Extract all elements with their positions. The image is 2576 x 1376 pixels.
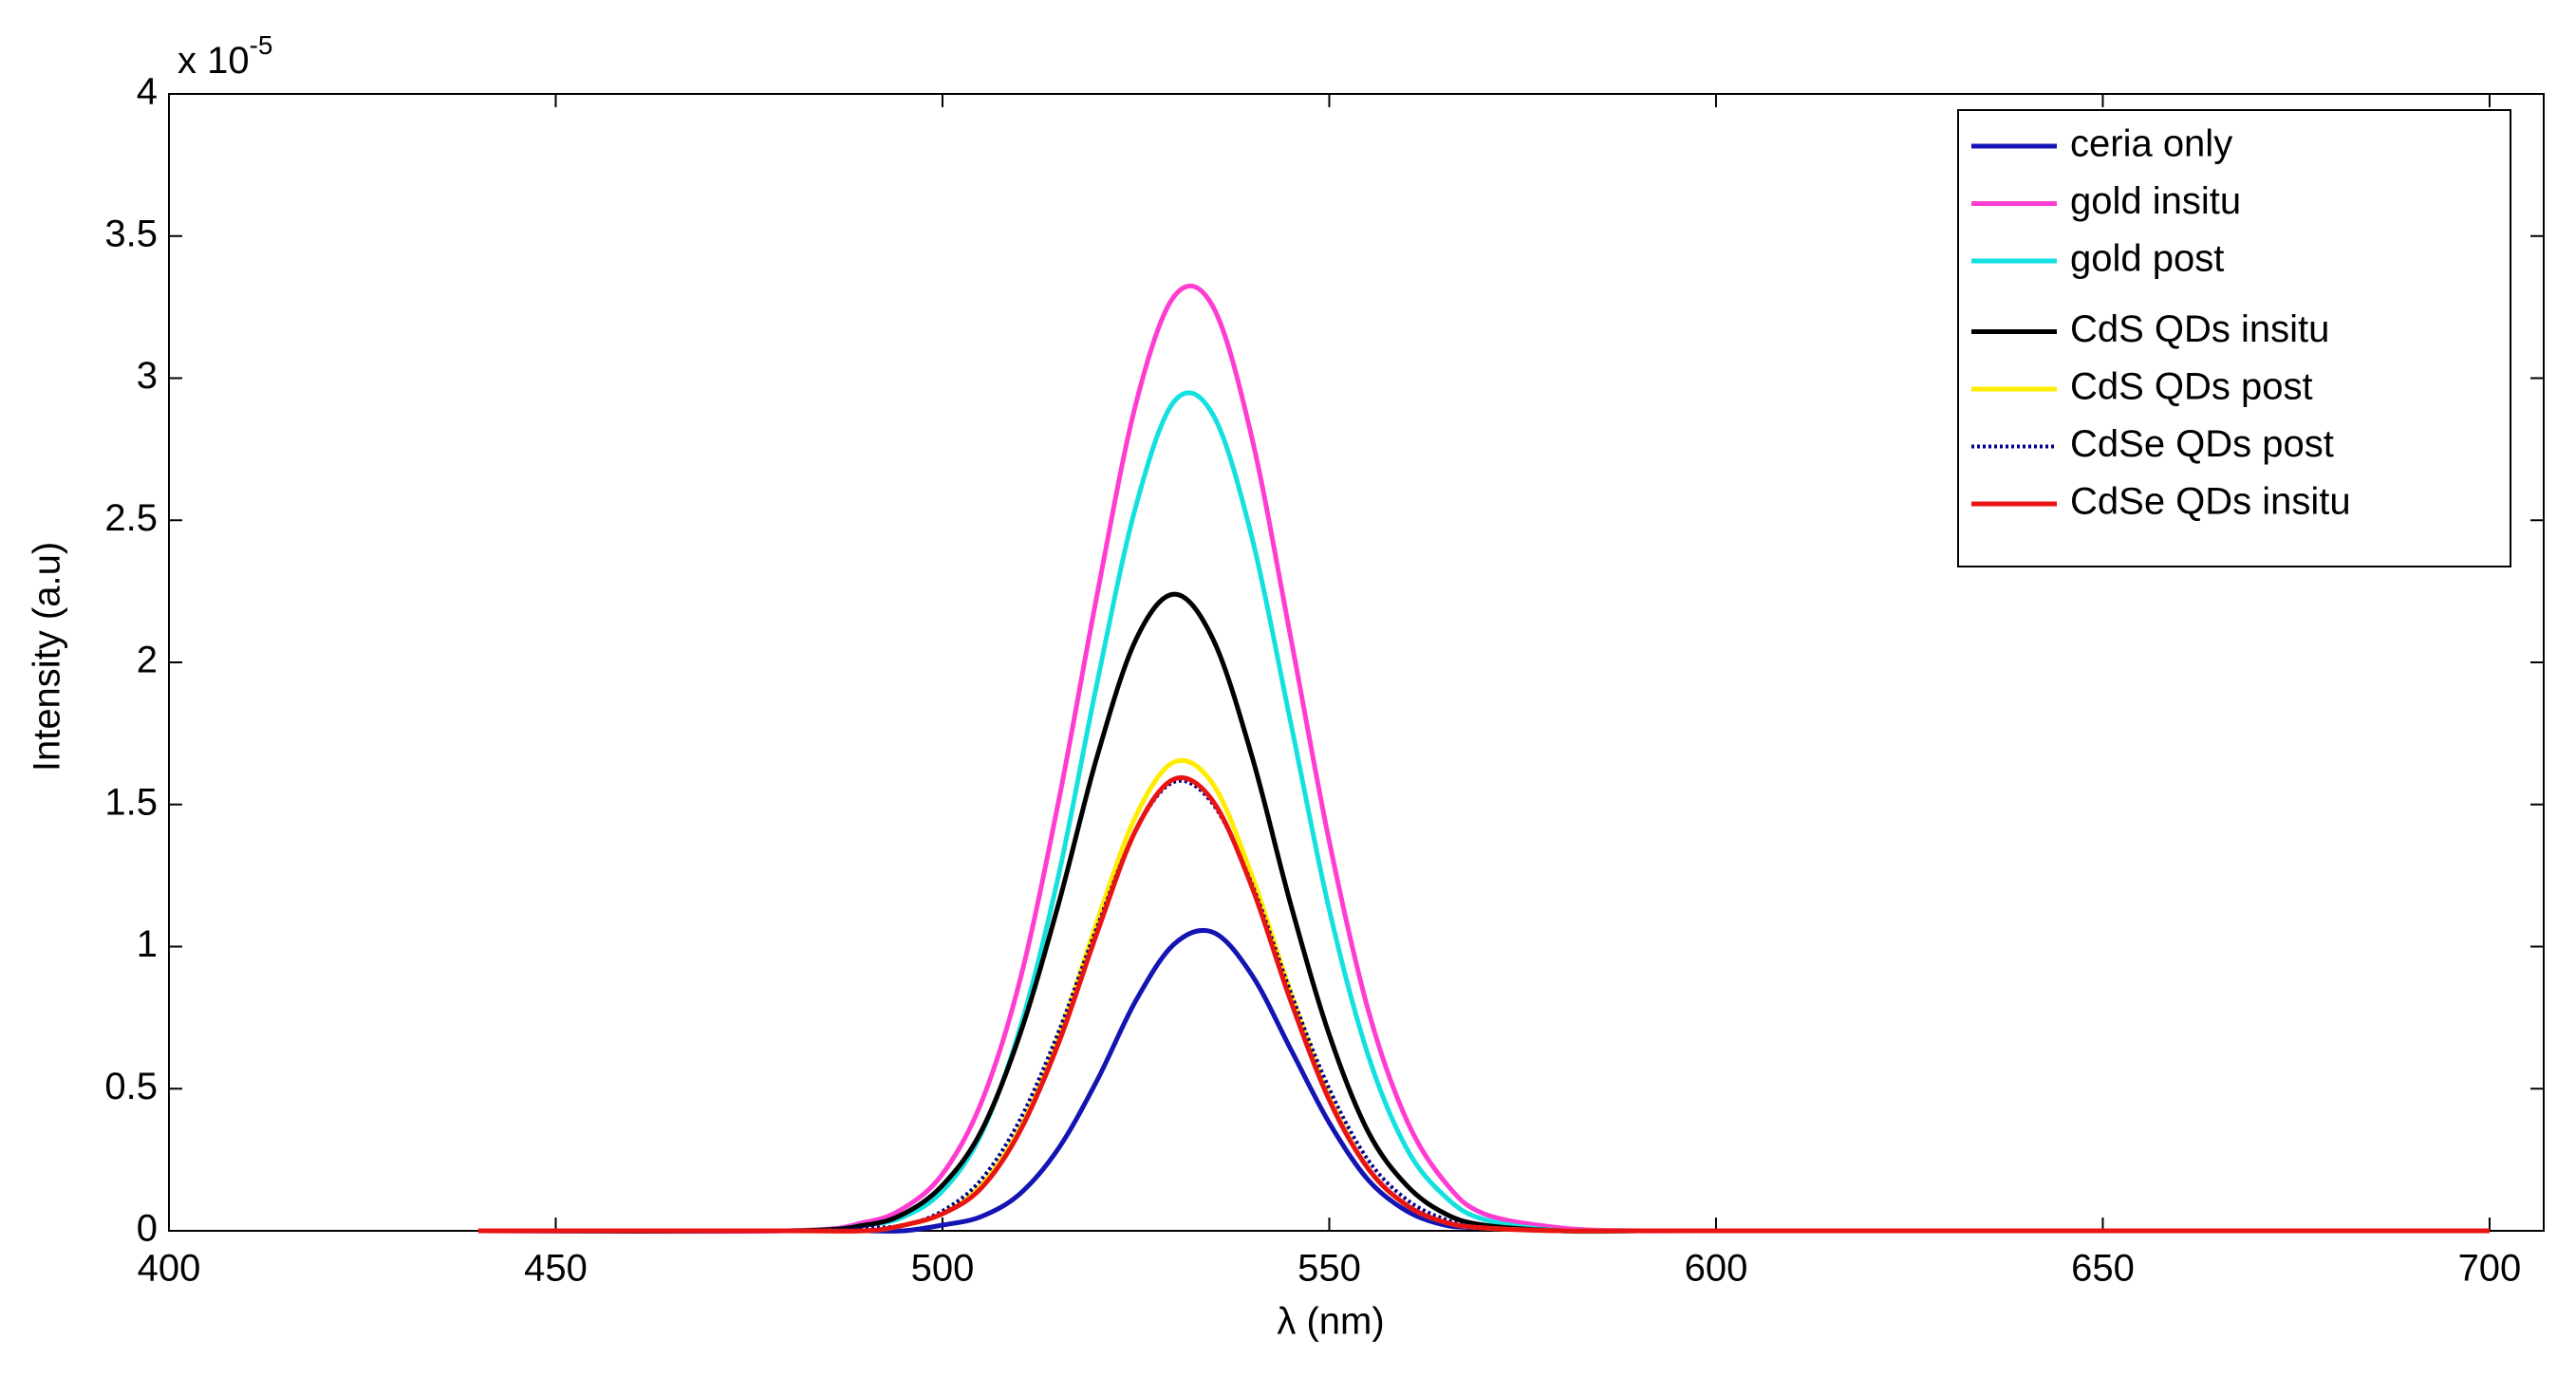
legend-label: ceria only (2070, 123, 2232, 165)
y-tick-label: 4 (137, 71, 158, 113)
legend-label: CdSe QDs post (2070, 423, 2334, 465)
series-line (477, 778, 2490, 1234)
legend-label: CdS QDs insitu (2070, 308, 2329, 350)
x-tick-label: 600 (1685, 1248, 1748, 1290)
x-tick-label: 500 (911, 1248, 975, 1290)
y-tick-label: 2.5 (104, 497, 158, 539)
y-tick-label: 3 (137, 355, 158, 397)
y-tick-label: 1 (137, 923, 158, 965)
y-tick-label: 1.5 (104, 781, 158, 823)
legend-label: CdS QDs post (2070, 366, 2313, 408)
series-line (477, 775, 2490, 1234)
y-multiplier: x 10-5 (177, 30, 273, 81)
legend-label: CdSe QDs insitu (2070, 481, 2351, 523)
x-tick-label: 550 (1297, 1248, 1361, 1290)
x-tick-label: 400 (138, 1248, 201, 1290)
x-tick-label: 650 (2071, 1248, 2135, 1290)
y-tick-label: 0 (137, 1208, 158, 1250)
x-axis-label: λ (nm) (1277, 1301, 1384, 1343)
series-line (477, 591, 2490, 1234)
x-tick-label: 700 (2458, 1248, 2522, 1290)
y-axis-label: Intensity (a.u) (27, 542, 68, 772)
y-tick-label: 2 (137, 640, 158, 681)
legend: ceria only gold insitu gold post CdS QDs in… (1957, 109, 2511, 567)
y-tick-label: 0.5 (104, 1066, 158, 1107)
series-line (477, 927, 2490, 1234)
series-line (477, 757, 2490, 1234)
x-tick-label: 450 (524, 1248, 588, 1290)
legend-label: gold insitu (2070, 180, 2241, 222)
legend-label: gold post (2070, 238, 2224, 280)
legend-box (1957, 109, 2511, 567)
y-tick-label: 3.5 (104, 213, 158, 254)
